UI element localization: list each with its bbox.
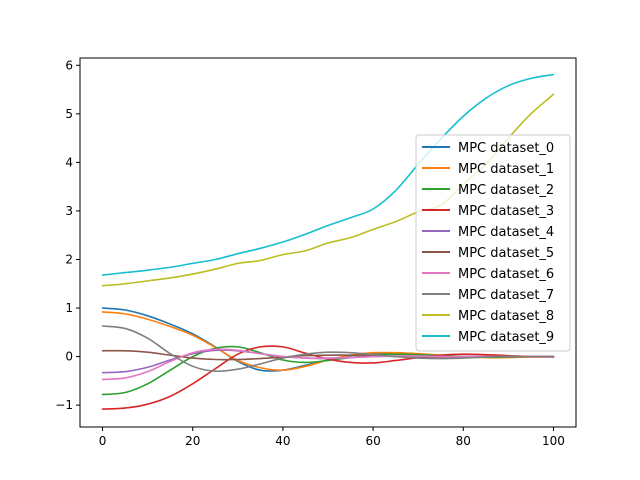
legend-label-0: MPC dataset_0 (458, 141, 554, 156)
y-tick-label: 4 (65, 155, 73, 169)
y-tick-label: 0 (65, 350, 73, 364)
y-tick-label: 1 (65, 301, 73, 315)
legend-label-5: MPC dataset_5 (458, 246, 554, 261)
legend-label-4: MPC dataset_4 (458, 225, 554, 240)
y-tick-label: 2 (65, 252, 73, 266)
x-tick-label: 80 (456, 434, 471, 448)
x-tick-label: 100 (542, 434, 565, 448)
series-line-9 (101, 73, 555, 276)
x-tick-label: 40 (275, 434, 290, 448)
y-tick-label: −1 (55, 398, 73, 412)
y-axis-ticks: −1 0 1 2 3 4 5 6 (55, 58, 80, 412)
legend-label-1: MPC dataset_1 (458, 162, 554, 177)
legend-label-8: MPC dataset_8 (458, 309, 554, 324)
x-tick-label: 60 (365, 434, 380, 448)
legend-box (415, 134, 571, 352)
series-lines (101, 73, 555, 410)
x-axis-ticks: 0 20 40 60 80 100 (99, 427, 565, 448)
y-tick-label: 5 (65, 107, 73, 121)
series-line-7 (101, 325, 555, 373)
legend-label-9: MPC dataset_9 (458, 330, 554, 345)
legend-label-3: MPC dataset_3 (458, 204, 554, 219)
y-tick-label: 6 (65, 58, 73, 72)
x-tick-label: 20 (185, 434, 200, 448)
legend-label-6: MPC dataset_6 (458, 267, 554, 282)
legend-label-7: MPC dataset_7 (458, 288, 554, 303)
x-tick-label: 0 (99, 434, 107, 448)
axes-frame (79, 57, 577, 428)
legend-label-2: MPC dataset_2 (458, 183, 554, 198)
legend: MPC dataset_0 MPC dataset_1 MPC dataset_2 M… (415, 134, 571, 352)
y-tick-label: 3 (65, 204, 73, 218)
